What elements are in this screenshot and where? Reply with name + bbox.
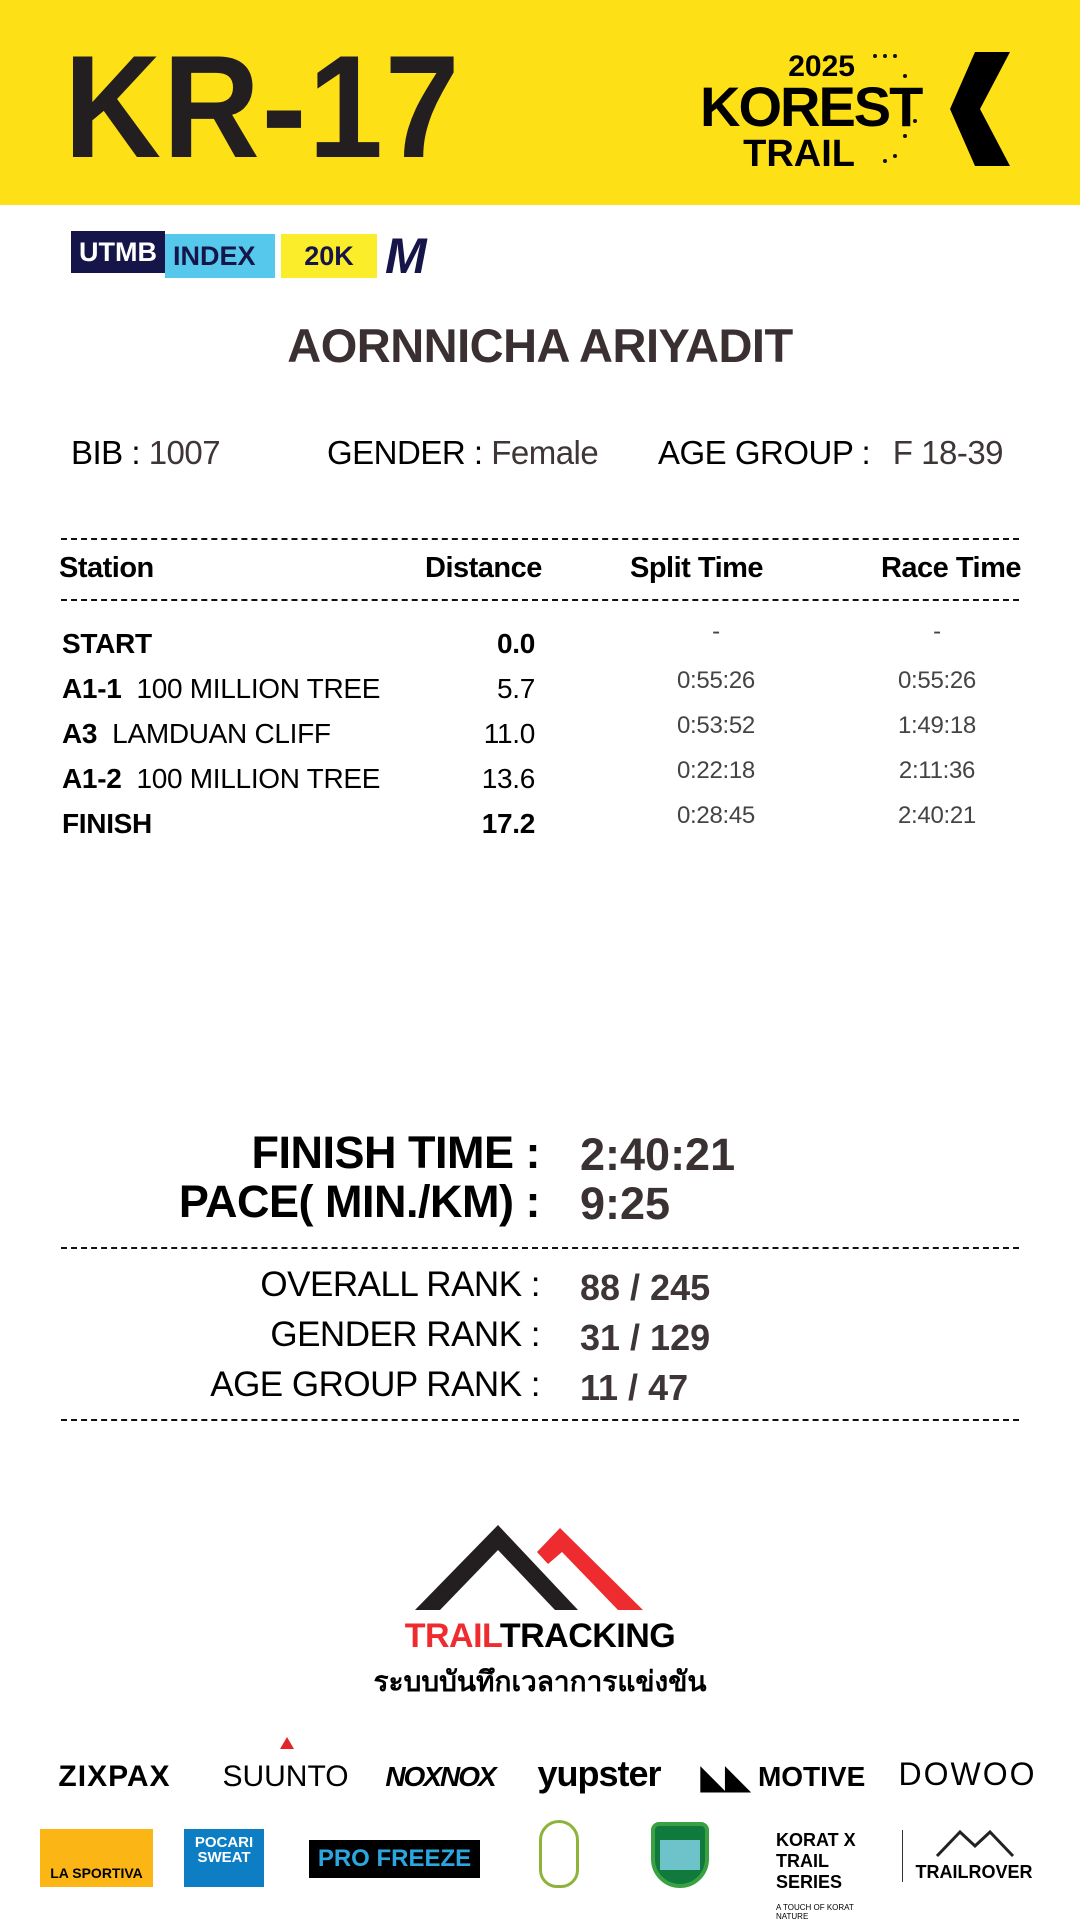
utmb-index-badge: UTMB INDEX 20K M: [71, 228, 435, 284]
sponsor-zixpax: ZIXPAX: [58, 1760, 171, 1793]
table-row: FINISH 17.2 0:28:45 2:40:21: [62, 802, 976, 839]
runner-name: AORNNICHA ARIYADIT: [287, 319, 793, 372]
col-race: Race Time: [880, 552, 1022, 584]
overall-rank-value: 88 / 245: [580, 1267, 711, 1308]
table-row: A1-1 100 MILLION TREE 5.7 0:55:26 0:55:2…: [62, 667, 976, 704]
col-distance: Distance: [425, 552, 542, 584]
gender-info: GENDER : Female: [327, 434, 599, 471]
sponsor-suunto: SUUNTO: [222, 1760, 349, 1793]
bib-code: KR-17: [64, 25, 462, 188]
sponsor-pro-freeze: PRO FREEZE: [309, 1840, 480, 1878]
sponsor-dowoo: DOWOO: [898, 1755, 1037, 1792]
index-label: INDEX: [164, 234, 275, 278]
header-banner: [0, 0, 1080, 205]
col-split: Split Time: [630, 552, 764, 584]
trailtracking-wordmark: TRAILTRACKING: [404, 1617, 676, 1655]
finish-time-value: 2:40:21: [580, 1129, 736, 1180]
logo-sub: TRAIL: [743, 133, 855, 172]
divider: [61, 538, 1019, 540]
sponsor-noxnox: NOXNOX: [385, 1761, 496, 1792]
trailtracking-tagline: ระบบบันทึกเวลาการแข่งขัน: [373, 1665, 707, 1698]
table-row: A1-2 100 MILLION TREE 13.6 0:22:18 2:11:…: [62, 757, 976, 794]
trailtracking-mountain-icon: [415, 1525, 643, 1610]
suunto-triangle-icon: [280, 1737, 294, 1749]
table-row: A3 LAMDUAN CLIFF 11.0 0:53:52 1:49:18: [62, 712, 976, 749]
gender-rank-value: 31 / 129: [580, 1317, 711, 1358]
divider: [61, 1247, 1019, 1249]
bib-value: 1007: [148, 434, 221, 471]
forest-shield-icon: [651, 1822, 709, 1888]
emblem-icon: [539, 1820, 579, 1888]
sponsor-yupster: yupster: [537, 1753, 661, 1794]
col-station: Station: [59, 552, 154, 584]
age-group-info: AGE GROUP : F 18-39: [658, 434, 1004, 471]
divider: [61, 599, 1019, 601]
category-label: 20K: [280, 234, 377, 278]
age-group-rank-label: AGE GROUP RANK :: [210, 1365, 540, 1404]
sponsor-korat-x: KORAT X TRAIL SERIES A TOUCH OF KORAT NA…: [776, 1830, 856, 1921]
korest-trail-logo: 2025 KOREST TRAIL: [700, 50, 1010, 172]
trailrover-mountain-icon: [935, 1829, 1015, 1858]
logo-name: KOREST: [700, 75, 923, 138]
age-group-rank-value: 11 / 47: [580, 1367, 689, 1408]
utmb-label: UTMB: [71, 231, 165, 273]
pace-value: 9:25: [580, 1178, 671, 1229]
pace-label: PACE( MIN./KM) :: [178, 1176, 541, 1227]
sponsor-motive: ◣◣ MOTIVE: [700, 1759, 866, 1795]
sponsor-trailrover: TRAILROVER: [915, 1861, 1033, 1882]
overall-rank-label: OVERALL RANK :: [260, 1265, 540, 1304]
bib-info: BIB : 1007: [71, 434, 221, 471]
sponsor-pocari-sweat: POCARI SWEAT: [184, 1829, 264, 1887]
divider: [902, 1830, 903, 1882]
gender-value: Female: [491, 434, 599, 471]
logo-year: 2025: [788, 50, 855, 83]
sponsor-la-sportiva: LA SPORTIVA: [40, 1829, 153, 1887]
gender-rank-label: GENDER RANK :: [270, 1315, 540, 1354]
finish-time-label: FINISH TIME :: [251, 1127, 541, 1178]
divider: [61, 1419, 1019, 1421]
table-row: START 0.0 - -: [62, 618, 941, 659]
age-group-value: F 18-39: [892, 434, 1004, 471]
category-letter: M: [384, 228, 427, 284]
